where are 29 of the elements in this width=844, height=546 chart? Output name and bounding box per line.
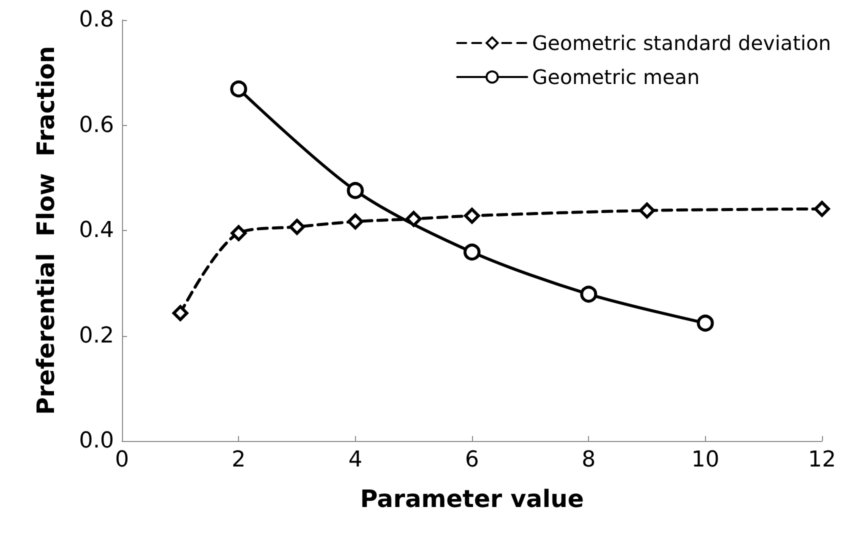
x-tick-label: 10 (691, 448, 720, 472)
x-axis-title: Parameter value (360, 485, 584, 513)
x-tick-label: 4 (348, 448, 362, 472)
point (406, 210, 422, 227)
legend-label: Geometric mean (532, 65, 700, 89)
point (639, 202, 655, 219)
point (230, 225, 247, 242)
x-tick-label: 8 (582, 448, 596, 472)
x-tick-label: 2 (232, 448, 246, 472)
x-tick-label: 0 (115, 448, 129, 472)
y-axis-title: Preferential Flow Fraction (32, 46, 60, 415)
y-tick-label: 0.0 (79, 428, 114, 454)
x-tick-label: 6 (465, 448, 479, 472)
y-tick-label: 0.2 (79, 323, 114, 348)
x-tick-label: 12 (808, 448, 836, 472)
point (289, 218, 305, 235)
point (814, 200, 830, 217)
point (464, 208, 480, 224)
point (696, 314, 714, 332)
point (464, 244, 480, 261)
y-tick-label: 0.6 (79, 112, 114, 138)
legend-label: Geometric standard deviation (532, 31, 831, 55)
point (230, 80, 248, 98)
y-tick-label: 0.4 (79, 218, 114, 243)
point (346, 182, 364, 199)
point (347, 214, 364, 230)
y-tick-label: 0.8 (79, 8, 114, 32)
point (580, 286, 598, 303)
point (172, 305, 188, 322)
